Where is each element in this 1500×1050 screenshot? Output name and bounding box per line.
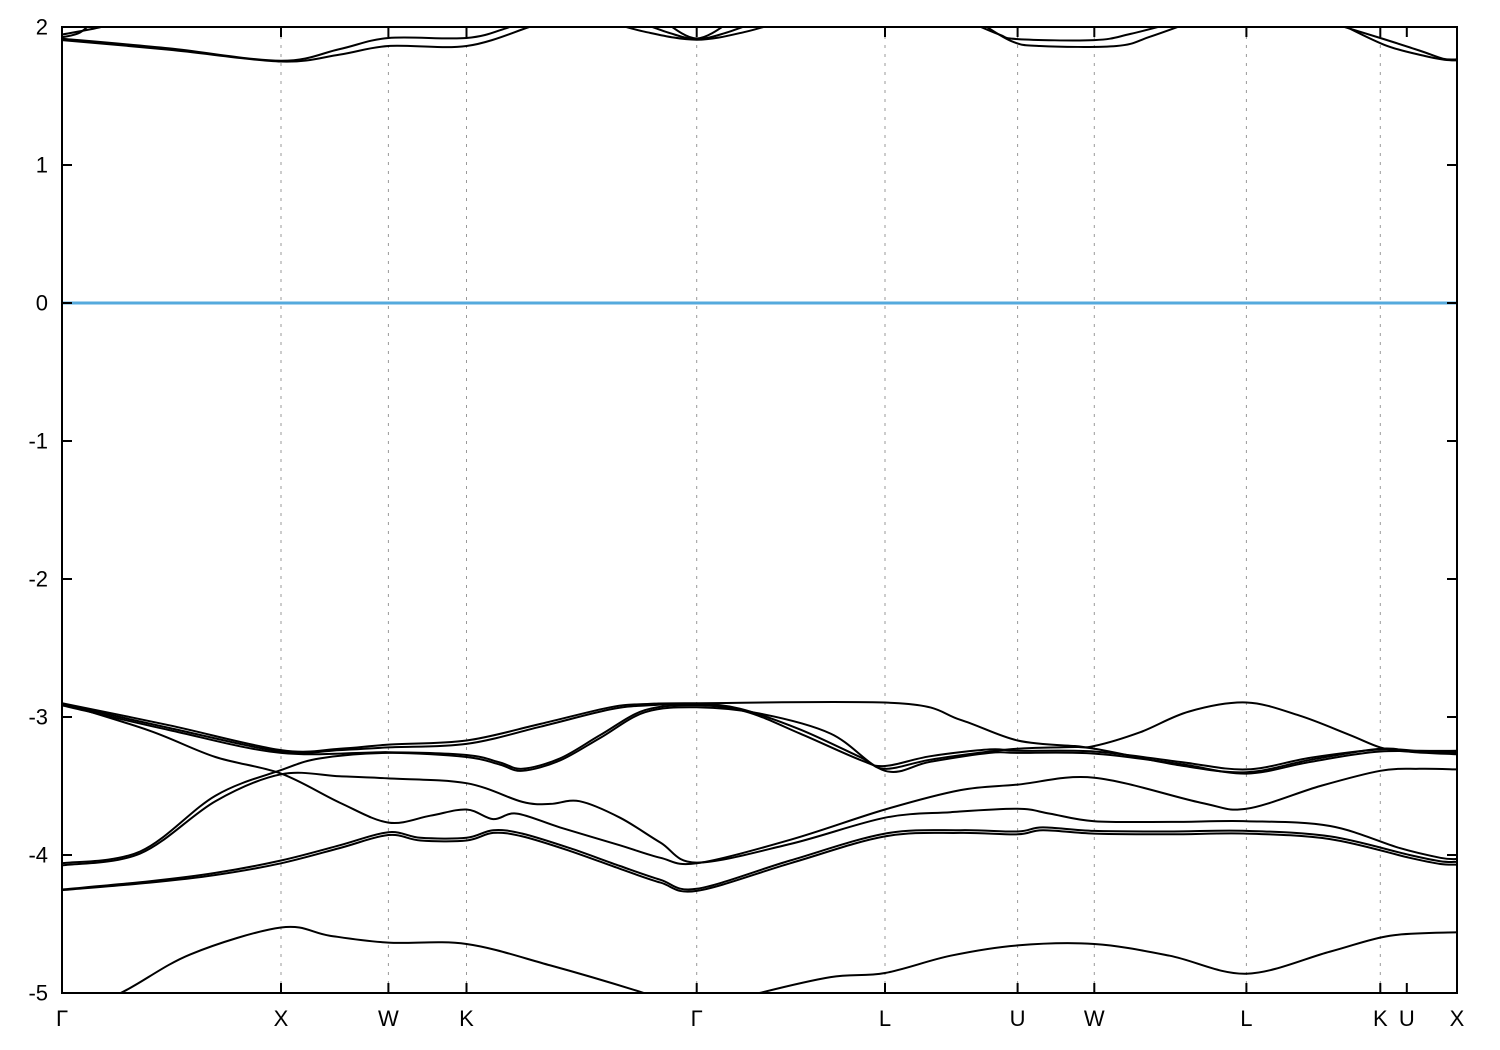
k-point-label: W <box>1084 1006 1105 1031</box>
y-tick-label: -4 <box>28 843 48 868</box>
band-line <box>62 26 90 39</box>
y-tick-label: -2 <box>28 567 48 592</box>
band-line <box>1342 26 1457 62</box>
k-point-label: K <box>1373 1006 1388 1031</box>
band-line <box>62 700 1457 754</box>
band-line <box>62 771 1457 867</box>
band-line <box>62 706 1457 865</box>
k-point-label: X <box>1450 1006 1465 1031</box>
k-point-label: K <box>459 1006 474 1031</box>
y-tick-label: -3 <box>28 705 48 730</box>
k-point-label: L <box>1240 1006 1252 1031</box>
band-line <box>983 26 1184 48</box>
k-point-label: X <box>274 1006 289 1031</box>
k-point-label: W <box>378 1006 399 1031</box>
band-line <box>62 702 1457 866</box>
band-line <box>62 26 516 62</box>
k-point-label: Γ <box>691 1006 703 1031</box>
k-point-label: L <box>879 1006 891 1031</box>
band-lines <box>62 26 1457 994</box>
band-line <box>62 829 1457 893</box>
band-line <box>62 702 1457 774</box>
band-line <box>62 26 536 63</box>
y-tick-label: -1 <box>28 429 48 454</box>
y-tick-label: 0 <box>36 291 48 316</box>
band-line <box>669 26 726 40</box>
k-point-label: U <box>1399 1006 1415 1031</box>
plot-border <box>61 26 1458 994</box>
y-tick-label: -5 <box>28 981 48 1006</box>
k-point-label: U <box>1010 1006 1026 1031</box>
k-point-label: Γ <box>56 1006 68 1031</box>
y-tick-label: 1 <box>36 153 48 178</box>
y-tick-label: 2 <box>36 15 48 40</box>
band-line <box>62 826 1457 891</box>
